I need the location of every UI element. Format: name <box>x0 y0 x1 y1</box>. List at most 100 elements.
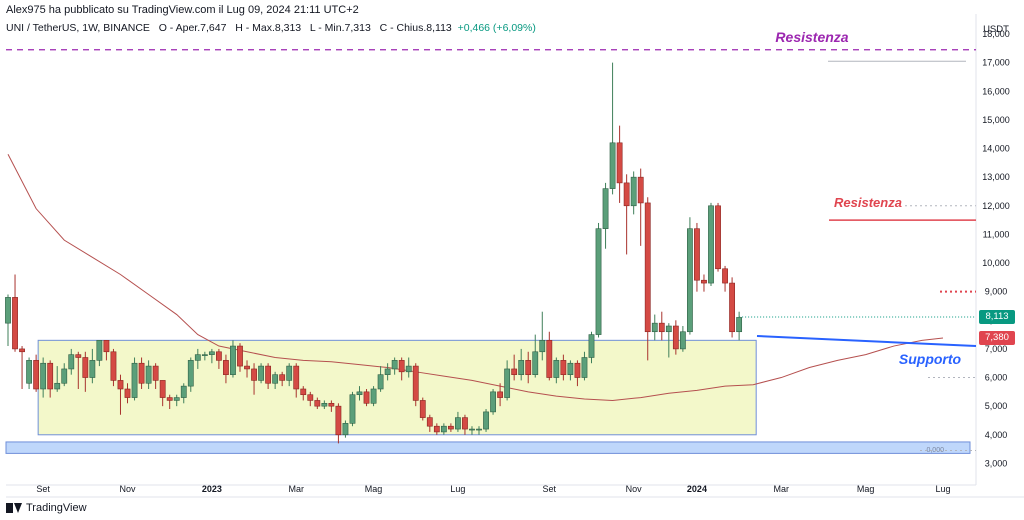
candle-body <box>187 360 194 387</box>
symbol-name: UNI / TetherUS, 1W, BINANCE <box>6 22 150 34</box>
candle-body <box>651 322 658 333</box>
candle-body <box>54 382 61 390</box>
candle-body <box>658 322 665 333</box>
candle-body <box>440 425 447 433</box>
candle-body <box>532 351 539 375</box>
y-tick-label: 6,000 <box>985 373 1008 383</box>
candle-body <box>447 425 454 430</box>
candle-body <box>159 380 166 398</box>
candle-body <box>476 428 482 431</box>
published-by: Alex975 ha pubblicato su TradingView.com… <box>6 4 359 16</box>
candle-body <box>180 385 187 398</box>
candle-body <box>419 400 426 418</box>
y-tick-label: 16,000 <box>982 86 1010 96</box>
candle-body <box>377 374 384 390</box>
candle-body <box>630 176 637 207</box>
candle-body <box>708 205 714 284</box>
x-tick-label: Mar <box>774 484 790 494</box>
high-value: H - Max.8,313 <box>235 22 302 34</box>
x-tick-label: Lug <box>935 484 950 494</box>
candle-body <box>405 365 412 373</box>
candle-body <box>216 351 222 361</box>
candle-body <box>687 228 693 333</box>
candle-body <box>391 360 398 370</box>
y-tick-label: 13,000 <box>982 172 1010 182</box>
candle-body <box>194 354 201 361</box>
candle-body <box>279 374 286 381</box>
support-line <box>756 335 977 348</box>
y-tick-label: 17,000 <box>982 58 1010 68</box>
candle-body <box>602 188 609 229</box>
candle-body <box>117 380 124 390</box>
y-tick-label: 5,000 <box>985 401 1008 411</box>
candle-body <box>497 391 503 398</box>
candle-body <box>75 354 82 358</box>
y-tick-label: 11,000 <box>983 229 1010 239</box>
brand-name: TradingView <box>26 502 87 514</box>
candle-body <box>166 397 173 401</box>
candle-body <box>644 202 651 333</box>
candle-body <box>152 365 159 381</box>
candle-body <box>398 360 405 373</box>
candle-body <box>722 268 728 284</box>
candle-body <box>426 417 433 427</box>
footer[interactable]: TradingView <box>6 502 87 514</box>
candle-body <box>138 362 145 384</box>
candle-body <box>672 325 679 350</box>
candle-body <box>363 391 370 404</box>
candle-body <box>272 374 279 384</box>
candle-body <box>342 423 349 436</box>
candle-body <box>729 282 735 333</box>
x-tick-label: 2024 <box>687 484 707 494</box>
candle-body <box>504 368 511 398</box>
candle-body <box>595 228 602 335</box>
close-value: C - Chius.8,113 <box>379 22 452 34</box>
candle-body <box>433 425 440 433</box>
candle-body <box>145 365 152 384</box>
candle-body <box>173 397 180 401</box>
candle-body <box>349 394 356 424</box>
candle-body <box>588 334 595 358</box>
candle-body <box>131 362 138 398</box>
candle-body <box>47 362 54 390</box>
candle-body <box>679 331 686 350</box>
candle-body <box>12 297 18 350</box>
candle-body <box>715 205 721 270</box>
candle-body <box>33 360 40 390</box>
candle-body <box>567 362 574 375</box>
symbol-info: UNI / TetherUS, 1W, BINANCE O - Aper.7,6… <box>6 22 536 34</box>
candle-body <box>223 360 229 375</box>
candle-body <box>307 394 314 401</box>
x-tick-label: Mag <box>857 484 875 494</box>
low-value: L - Min.7,313 <box>309 22 371 34</box>
candle-body <box>40 362 47 390</box>
range-box <box>37 339 757 436</box>
candle-body <box>286 365 293 381</box>
x-tick-label: Nov <box>120 484 137 494</box>
candle-body <box>110 351 117 381</box>
candle-body <box>581 357 588 378</box>
candle-body <box>258 365 264 381</box>
y-tick-label: 10,000 <box>982 258 1010 268</box>
y-tick-label: 15,000 <box>982 115 1010 125</box>
x-tick-label: Lug <box>450 484 465 494</box>
y-tick-label: 7,000 <box>985 344 1008 354</box>
y-tick-label: 4,000 <box>985 430 1008 440</box>
candle-body <box>490 391 496 413</box>
candle-body <box>483 411 489 430</box>
candle-body <box>5 297 11 324</box>
candle-body <box>511 368 518 375</box>
currency-label: USDT <box>983 24 1009 35</box>
resistance-label-major: Resistenza <box>775 29 848 45</box>
support-label: Supporto <box>899 351 962 367</box>
candle-body <box>328 402 335 407</box>
candle-body <box>300 388 307 396</box>
support-band <box>5 441 971 454</box>
candle-body <box>251 368 257 381</box>
ma-price-tag: 7,380 <box>979 331 1015 346</box>
x-tick-label: Nov <box>626 484 643 494</box>
candle-body <box>26 360 32 384</box>
change-value: +0,466 (+6,09%) <box>457 22 536 34</box>
candle-body <box>546 340 553 378</box>
